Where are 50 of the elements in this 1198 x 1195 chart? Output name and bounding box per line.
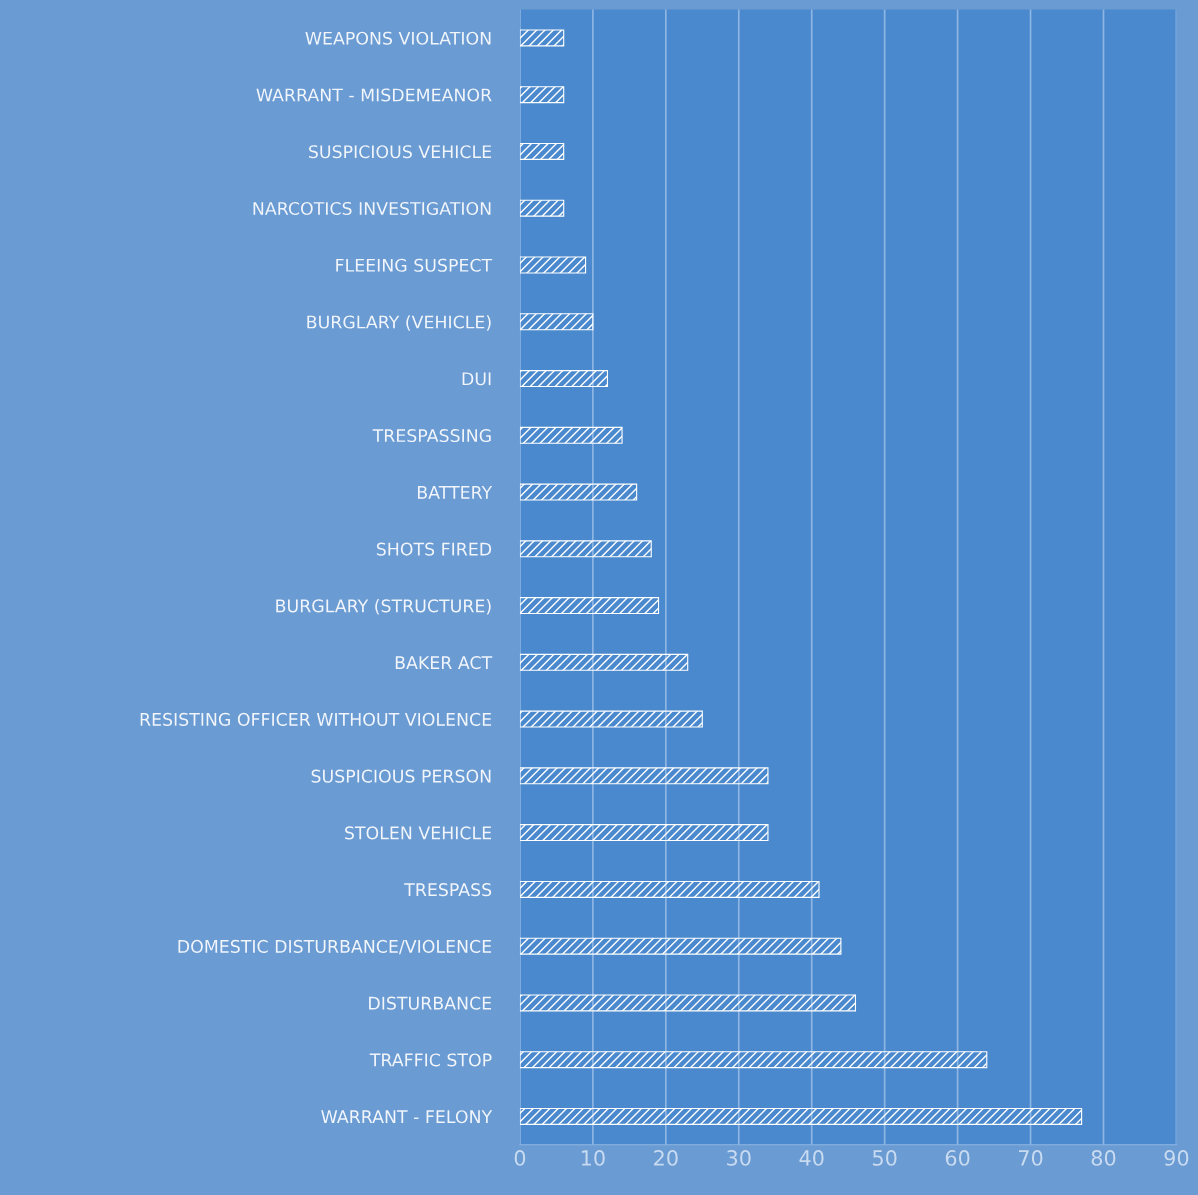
bar [519, 994, 857, 1012]
y-tick-label: TRESPASSING [372, 428, 491, 443]
y-tick-label: SHOTS FIRED [376, 542, 492, 556]
y-tick-label: TRESPASS [404, 883, 492, 897]
bar [519, 880, 820, 898]
x-tick-label: 70 [1019, 1150, 1043, 1166]
y-tick-label: BAKER ACT [395, 656, 493, 670]
x-tick-label: 90 [1164, 1150, 1189, 1166]
bar [519, 256, 587, 274]
y-tick-label: RESISTING OFFICER WITHOUT VIOLENCE [140, 712, 492, 726]
bar [519, 937, 842, 955]
y-tick-label: SUSPICIOUS VEHICLE [309, 145, 492, 159]
y-tick-label: FLEEING SUSPECT [336, 258, 493, 272]
y-tick-label: WARRANT - MISDEMEANOR [256, 88, 492, 102]
y-tick-label: DISTURBANCE [369, 996, 492, 1010]
bar [519, 199, 565, 217]
bar [519, 1051, 988, 1069]
bar [519, 313, 594, 331]
x-tick-label: 60 [945, 1150, 970, 1166]
bar [519, 370, 609, 388]
bar [519, 540, 652, 558]
bar [519, 426, 623, 444]
bar [519, 86, 565, 104]
y-tick-label: DUI [462, 372, 491, 386]
y-tick-label: WARRANT - FELONY [321, 1110, 493, 1124]
y-tick-label: TRAFFIC STOP [369, 1053, 492, 1067]
bar [519, 483, 638, 501]
bar [519, 597, 660, 615]
bar [519, 29, 565, 47]
x-tick-label: 30 [727, 1150, 751, 1166]
x-tick-label: 20 [654, 1150, 678, 1166]
x-tick-label: 80 [1091, 1150, 1116, 1166]
y-tick-label: DOMESTIC DISTURBANCE/VIOLENCE [178, 939, 492, 955]
y-tick-label: NARCOTICS INVESTIGATION [253, 201, 491, 216]
y-tick-label: SUSPICIOUS PERSON [311, 769, 491, 783]
y-tick-label: BATTERY [417, 485, 493, 499]
y-tick-label: BURGLARY (VEHICLE) [307, 315, 491, 331]
x-tick-label: 40 [799, 1150, 824, 1166]
bar [519, 1107, 1083, 1125]
bar [519, 142, 565, 160]
y-tick-label: BURGLARY (STRUCTURE) [276, 598, 491, 615]
x-tick-label: 50 [873, 1150, 897, 1166]
x-tick-label: 0 [514, 1150, 526, 1166]
x-tick-label: 10 [581, 1150, 605, 1166]
y-tick-label: STOLEN VEHICLE [345, 826, 492, 840]
bar [519, 767, 769, 785]
bar [519, 824, 769, 842]
bar [519, 653, 689, 671]
bar [519, 710, 703, 728]
y-tick-label: WEAPONS VIOLATION [305, 31, 491, 45]
